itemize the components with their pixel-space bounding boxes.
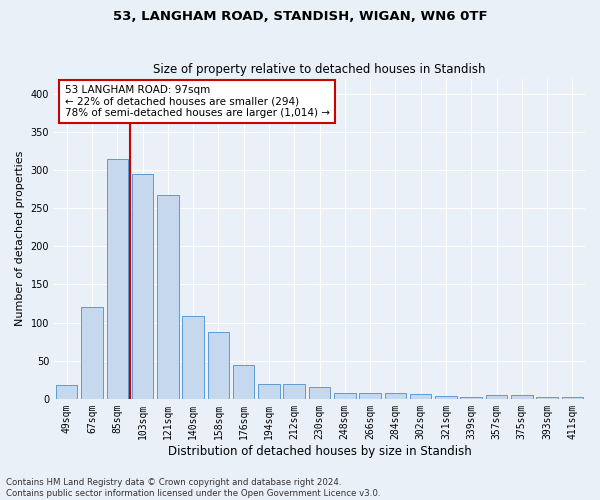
Text: Contains HM Land Registry data © Crown copyright and database right 2024.
Contai: Contains HM Land Registry data © Crown c… [6, 478, 380, 498]
Bar [359, 392, 381, 399]
Bar [536, 396, 558, 399]
X-axis label: Distribution of detached houses by size in Standish: Distribution of detached houses by size … [167, 444, 472, 458]
Bar [182, 316, 204, 399]
Bar [460, 396, 482, 399]
Bar [283, 384, 305, 399]
Bar [81, 308, 103, 399]
Bar [107, 158, 128, 399]
Bar [511, 395, 533, 399]
Bar [56, 385, 77, 399]
Bar [410, 394, 431, 399]
Title: Size of property relative to detached houses in Standish: Size of property relative to detached ho… [153, 63, 486, 76]
Text: 53 LANGHAM ROAD: 97sqm
← 22% of detached houses are smaller (294)
78% of semi-de: 53 LANGHAM ROAD: 97sqm ← 22% of detached… [65, 85, 329, 118]
Bar [562, 396, 583, 399]
Bar [435, 396, 457, 399]
Bar [258, 384, 280, 399]
Text: 53, LANGHAM ROAD, STANDISH, WIGAN, WN6 0TF: 53, LANGHAM ROAD, STANDISH, WIGAN, WN6 0… [113, 10, 487, 23]
Bar [486, 395, 507, 399]
Bar [132, 174, 153, 399]
Bar [309, 388, 330, 399]
Bar [157, 195, 179, 399]
Y-axis label: Number of detached properties: Number of detached properties [15, 151, 25, 326]
Bar [385, 394, 406, 399]
Bar [334, 392, 356, 399]
Bar [233, 366, 254, 399]
Bar [208, 332, 229, 399]
